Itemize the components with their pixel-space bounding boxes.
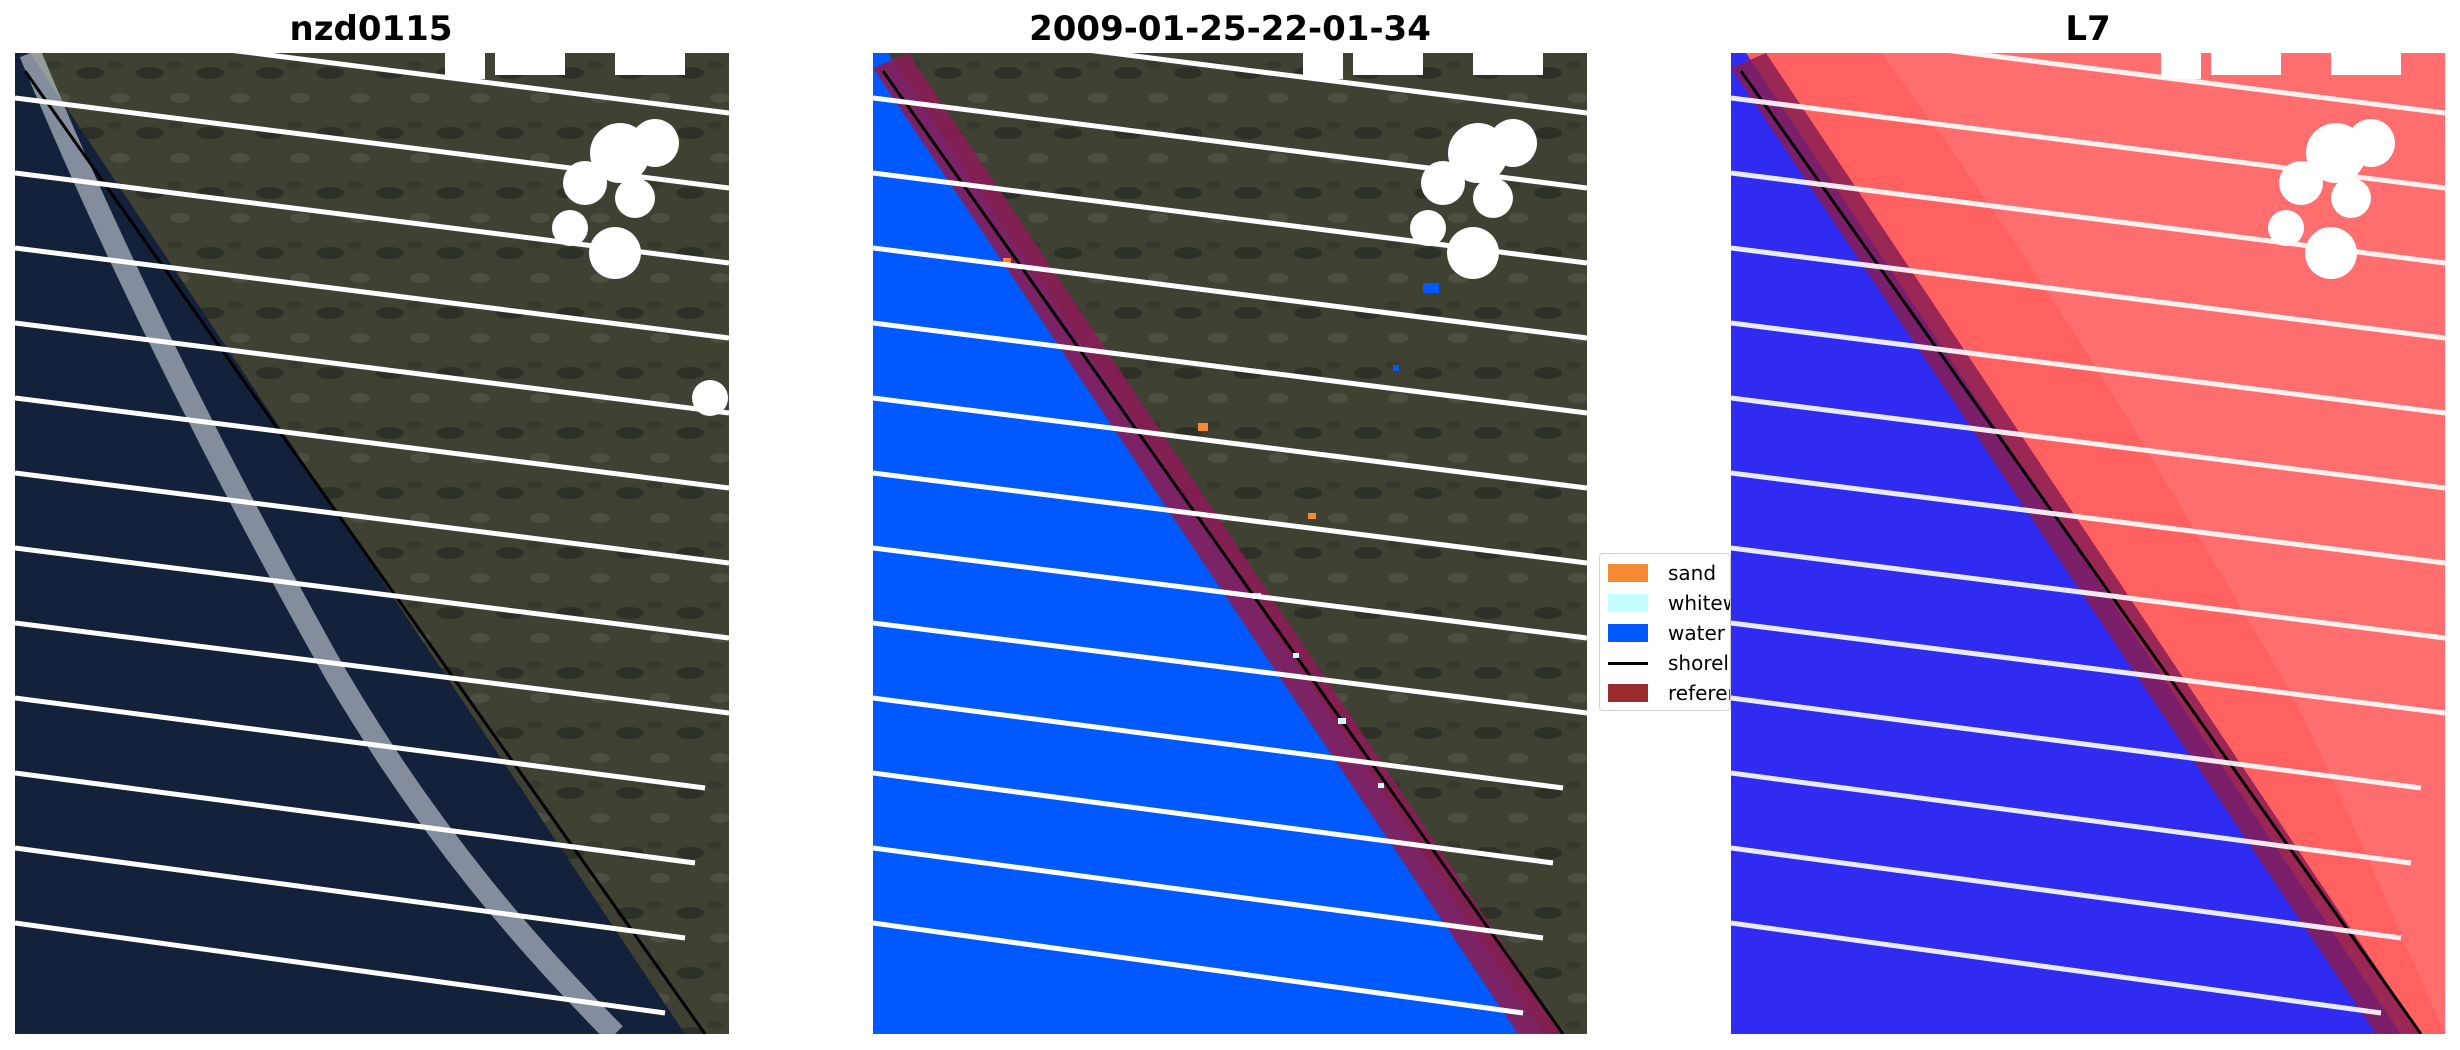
classified-image (873, 53, 1587, 1034)
rgb-satellite-image (15, 53, 729, 1034)
water-swatch (1608, 624, 1648, 642)
legend-label-sand: sand (1668, 561, 1717, 585)
water-index-image (1731, 53, 2445, 1034)
panel-title-rgb: nzd0115 (289, 9, 453, 49)
rgb-image-panel (15, 53, 729, 1034)
legend-item-water: water (1608, 620, 1725, 646)
reference-swatch (1608, 684, 1648, 702)
legend-item-shoreline: shoreline (1608, 650, 1730, 676)
index-image-panel (1731, 53, 2445, 1034)
whitewater-swatch (1608, 594, 1648, 612)
shoreline-line-swatch (1608, 661, 1648, 665)
legend-label-shoreline: shoreline (1668, 651, 1730, 675)
sand-swatch (1608, 564, 1648, 582)
classified-image-panel (873, 53, 1587, 1034)
legend-label-reference: reference (1668, 681, 1730, 705)
panel-title-classified: 2009-01-25-22-01-34 (1029, 9, 1431, 49)
scanline-gaps (15, 53, 729, 1016)
legend-item-sand: sand (1608, 560, 1716, 586)
panel-title-index: L7 (2065, 9, 2111, 49)
legend-item-reference: reference (1608, 680, 1730, 706)
legend-label-water: water (1668, 621, 1725, 645)
